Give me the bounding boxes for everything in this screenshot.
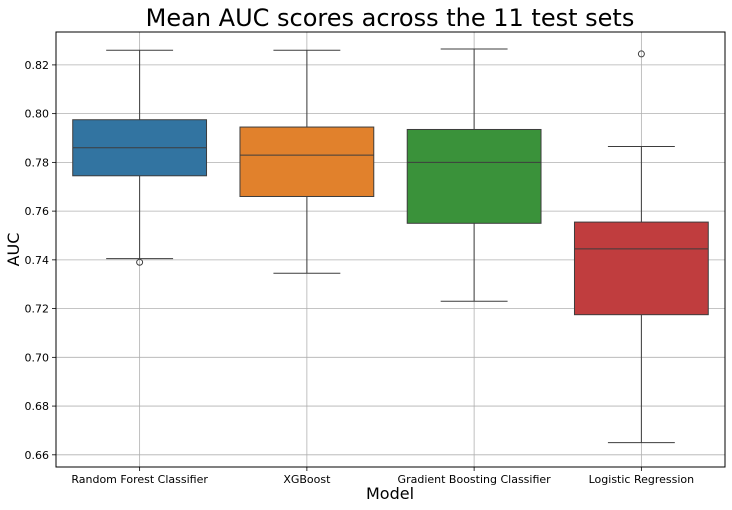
y-tick-label: 0.68 xyxy=(25,400,50,413)
box-2 xyxy=(239,126,375,197)
outlier-point xyxy=(637,50,645,58)
x-axis-label: Model xyxy=(366,484,414,503)
axes-frame xyxy=(55,31,726,468)
y-tick-label: 0.80 xyxy=(25,108,50,121)
y-tick-label: 0.76 xyxy=(25,205,50,218)
y-tick-label: 0.74 xyxy=(25,254,50,267)
y-tick-label: 0.78 xyxy=(25,156,50,169)
outlier-point xyxy=(136,258,144,266)
x-tick-label: Random Forest Classifier xyxy=(71,473,208,486)
box-3 xyxy=(406,128,542,224)
x-tick-label: Logistic Regression xyxy=(589,473,695,486)
y-tick-label: 0.82 xyxy=(25,59,50,72)
x-tick-label: XGBoost xyxy=(283,473,331,486)
box-4 xyxy=(573,221,709,316)
y-axis-label: AUC xyxy=(4,233,23,267)
y-tick-label: 0.66 xyxy=(25,449,50,462)
plot-area: 0.66 0.68 0.70 0.72 0.74 0.76 0.78 0.80 0.82 Rand… xyxy=(25,31,726,486)
chart-title: Mean AUC scores across the 11 test sets xyxy=(146,4,635,32)
x-tick-label: Gradient Boosting Classifier xyxy=(398,473,552,486)
y-tick-label: 0.70 xyxy=(25,351,50,364)
y-tick-label: 0.72 xyxy=(25,303,50,316)
